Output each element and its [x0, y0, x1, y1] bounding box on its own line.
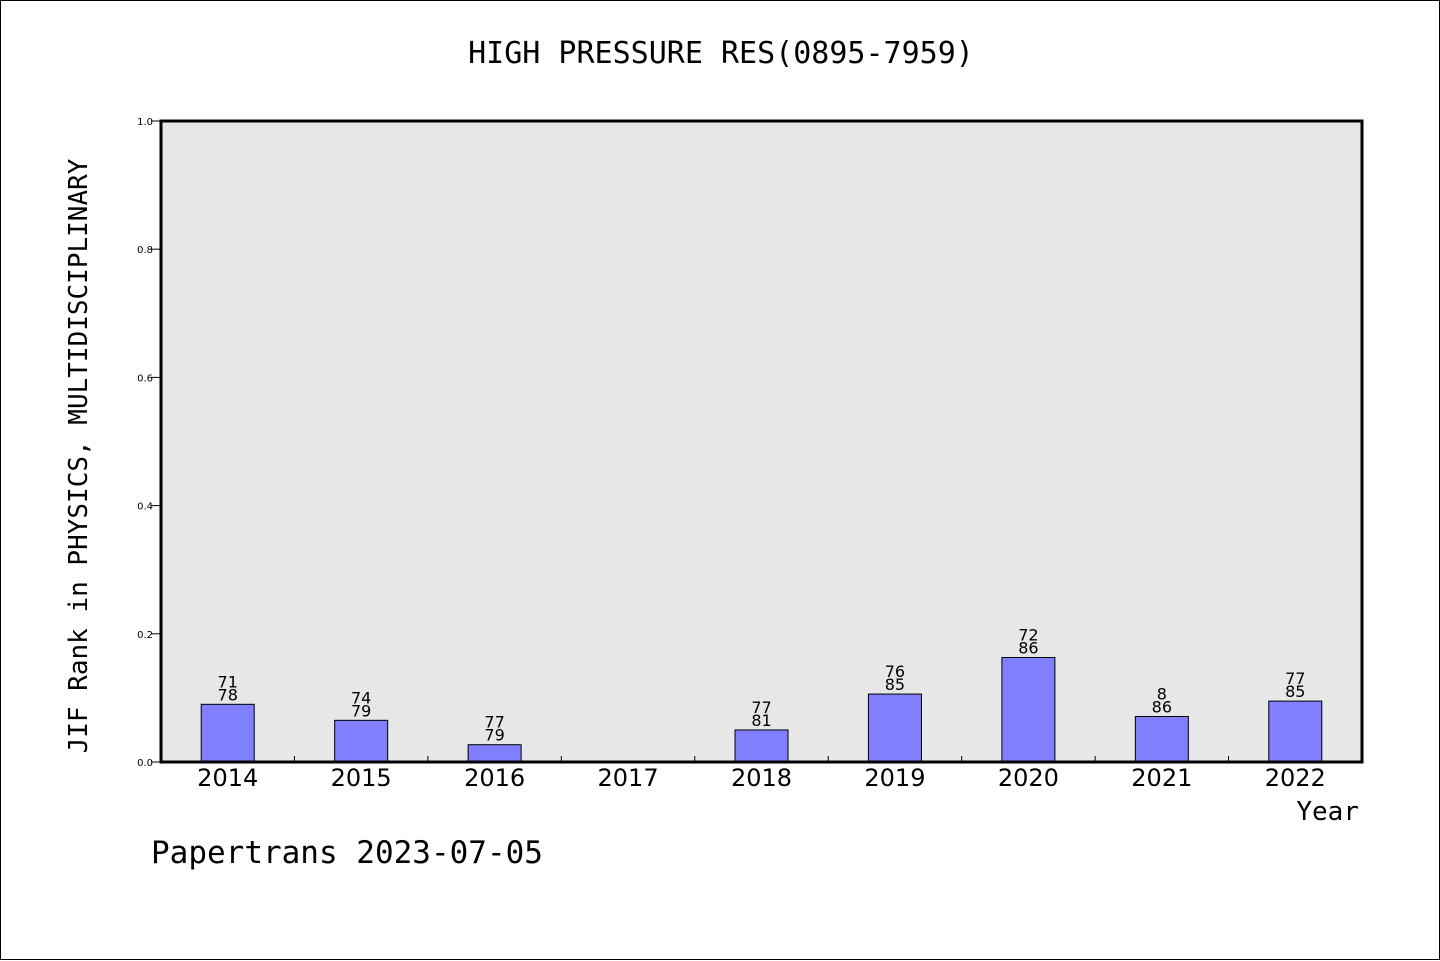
bar-label-top: 72: [1018, 626, 1038, 645]
footer-credit: Papertrans 2023-07-05: [151, 835, 543, 871]
y-tick-label: 0.0: [137, 758, 153, 769]
x-tick-label: 2018: [731, 764, 792, 792]
bar: [334, 719, 389, 763]
x-tick-label: 2016: [464, 764, 525, 792]
bar-label-bottom: 78: [218, 685, 238, 704]
y-tick-label: 1.0: [137, 117, 153, 128]
bar: [467, 744, 522, 763]
x-tick-label: 2015: [331, 764, 392, 792]
bar-label-top: 74: [351, 688, 371, 707]
bar-label-bottom: 81: [751, 711, 771, 730]
bar: [1268, 700, 1323, 763]
bar-label-bottom: 85: [1285, 682, 1305, 701]
chart-title: HIGH PRESSURE RES(0895-7959): [468, 36, 974, 71]
bar-label-top: 8: [1157, 684, 1167, 703]
y-tick-label: 0.4: [137, 502, 153, 513]
bar: [1001, 657, 1056, 763]
bar: [200, 703, 255, 763]
x-tick-label: 2021: [1131, 764, 1192, 792]
x-axis-label: Year: [1296, 797, 1359, 827]
x-tick-label: 2020: [998, 764, 1059, 792]
y-tick-label: 0.2: [137, 630, 153, 641]
x-tick-label: 2019: [864, 764, 925, 792]
x-tick-label: 2017: [598, 764, 659, 792]
bar-label-top: 76: [885, 662, 905, 681]
bar-label-top: 71: [218, 672, 238, 691]
bar-label-top: 77: [1285, 669, 1305, 688]
bar-label-top: 77: [751, 698, 771, 717]
bar: [1134, 715, 1189, 763]
bar-label-bottom: 86: [1152, 697, 1172, 716]
bar-label-bottom: 86: [1018, 639, 1038, 658]
bar: [734, 729, 789, 763]
bar: [867, 693, 922, 763]
plot-background: [161, 121, 1362, 762]
bar-label-bottom: 79: [351, 701, 371, 720]
x-tick-label: 2014: [197, 764, 258, 792]
bar-label-bottom: 79: [484, 726, 504, 745]
bar-label-top: 77: [484, 713, 504, 732]
y-tick-label: 0.8: [137, 245, 153, 256]
bar-label-bottom: 85: [885, 675, 905, 694]
plot-frame: [159, 119, 1364, 764]
x-tick-label: 2022: [1265, 764, 1326, 792]
y-tick-label: 0.6: [137, 373, 153, 384]
